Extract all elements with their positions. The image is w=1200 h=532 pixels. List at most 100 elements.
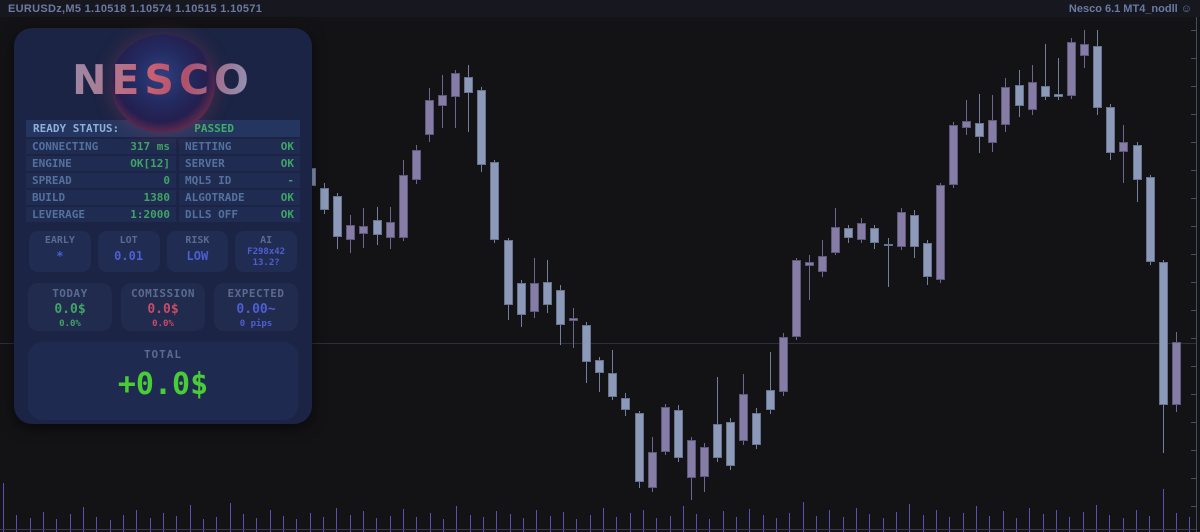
status-value: OK xyxy=(280,191,294,204)
candle-body xyxy=(792,260,801,337)
volume-bar xyxy=(1109,515,1110,532)
volume-bar xyxy=(789,513,790,532)
candle-body xyxy=(988,120,997,143)
volume-bar xyxy=(883,518,884,532)
candle-body xyxy=(661,407,670,452)
control-lot-button[interactable]: LOT 0.01 xyxy=(97,231,160,272)
volume-bar xyxy=(643,510,644,532)
status-grid: CONNECTING 317 ms NETTING OK ENGINE OK[12] SER… xyxy=(26,139,300,222)
volume-bar xyxy=(190,505,191,532)
candle-body xyxy=(425,100,434,135)
candle-body xyxy=(936,185,945,280)
candle-body xyxy=(346,225,355,240)
candle-body xyxy=(844,228,853,238)
candle-body xyxy=(648,452,657,488)
price-axis-tick xyxy=(1191,170,1196,171)
volume-bar xyxy=(376,518,377,532)
candle-body xyxy=(975,123,984,137)
status-row-4: LEVERAGE 1:2000 DLLS OFF OK xyxy=(26,207,300,222)
nesco-logo: NESCO xyxy=(14,28,312,133)
volume-bar xyxy=(43,512,44,532)
volume-bar xyxy=(736,517,737,532)
volume-bar xyxy=(70,514,71,532)
candle-wick xyxy=(599,357,600,392)
volume-bar xyxy=(496,511,497,532)
volume-bar xyxy=(1069,517,1070,532)
price-axis-tick xyxy=(1191,254,1196,255)
control-value: LOW xyxy=(186,249,209,263)
volume-bar xyxy=(763,515,764,532)
price-axis-tick xyxy=(1191,114,1196,115)
stat-sub: 0 pips xyxy=(239,319,273,329)
candle-wick xyxy=(1058,58,1059,100)
candle-body xyxy=(1159,262,1168,405)
candle-body xyxy=(490,162,499,240)
volume-bar xyxy=(56,519,57,532)
volume-bar xyxy=(536,510,537,532)
candle-body xyxy=(556,290,565,325)
candle-wick xyxy=(888,238,889,287)
control-value: F298x42 xyxy=(247,247,286,257)
volume-bar xyxy=(336,508,337,532)
candle-wick xyxy=(770,352,771,414)
volume-bar xyxy=(630,513,631,532)
status-value: OK[12] xyxy=(130,157,170,170)
nesco-ea-panel: NESCO READY STATUS: PASSED CONNECTING 317… xyxy=(14,28,312,424)
status-row-0: CONNECTING 317 ms NETTING OK xyxy=(26,139,300,154)
volume-bar xyxy=(203,519,204,532)
candle-body xyxy=(752,413,761,445)
volume-bar xyxy=(776,518,777,532)
volume-bar xyxy=(510,514,511,532)
ea-name-label: Nesco 6.1 MT4_nodll ☺ xyxy=(1068,2,1192,15)
volume-bar xyxy=(896,512,897,532)
candle-body xyxy=(726,422,735,466)
status-label: LEVERAGE xyxy=(32,208,85,221)
volume-bar xyxy=(403,509,404,532)
control-risk-button[interactable]: RISK LOW xyxy=(166,231,229,272)
status-value: OK xyxy=(280,157,294,170)
stat-sub: 0.0% xyxy=(59,319,81,329)
planet-sphere-icon xyxy=(111,35,215,133)
candle-body xyxy=(582,325,591,362)
volume-bar xyxy=(283,516,284,532)
volume-bar xyxy=(616,517,617,532)
volume-bar xyxy=(843,517,844,532)
control-ai-button[interactable]: AI F298x42 13.2? xyxy=(235,231,297,272)
candle-body xyxy=(923,243,932,277)
volume-bar xyxy=(456,506,457,532)
status-cell-spread: SPREAD 0 xyxy=(26,173,176,188)
candle-body xyxy=(451,73,460,97)
volume-bar xyxy=(696,514,697,532)
volume-bar xyxy=(1163,489,1164,532)
candle-body xyxy=(962,121,971,128)
candle-wick xyxy=(809,255,810,300)
volume-bar xyxy=(670,516,671,532)
status-cell-leverage: LEVERAGE 1:2000 xyxy=(26,207,176,222)
candle-body xyxy=(320,188,329,210)
volume-bar xyxy=(590,515,591,532)
volume-bar xyxy=(523,518,524,532)
volume-bar xyxy=(1149,516,1150,532)
volume-bar xyxy=(603,508,604,532)
volume-bar xyxy=(829,510,830,532)
volume-bar xyxy=(656,518,657,532)
control-label: LOT xyxy=(119,235,138,246)
candle-body xyxy=(1119,142,1128,152)
candle-body xyxy=(621,398,630,410)
volume-bar xyxy=(310,513,311,532)
candle-body xyxy=(779,337,788,392)
volume-bar xyxy=(230,503,231,532)
price-axis-tick xyxy=(1191,394,1196,395)
price-axis-border xyxy=(1196,17,1197,532)
stat-label: TODAY xyxy=(52,287,88,300)
volume-bar xyxy=(30,518,31,532)
candle-wick xyxy=(468,65,469,132)
volume-bar xyxy=(443,519,444,532)
candle-body xyxy=(1054,94,1063,97)
current-price-line xyxy=(0,343,1197,344)
status-cell-dlls-off: DLLS OFF OK xyxy=(179,207,300,222)
volume-bar xyxy=(296,519,297,532)
candle-body xyxy=(1133,145,1142,180)
control-early-button[interactable]: EARLY * xyxy=(29,231,91,272)
candle-body xyxy=(1001,87,1010,125)
